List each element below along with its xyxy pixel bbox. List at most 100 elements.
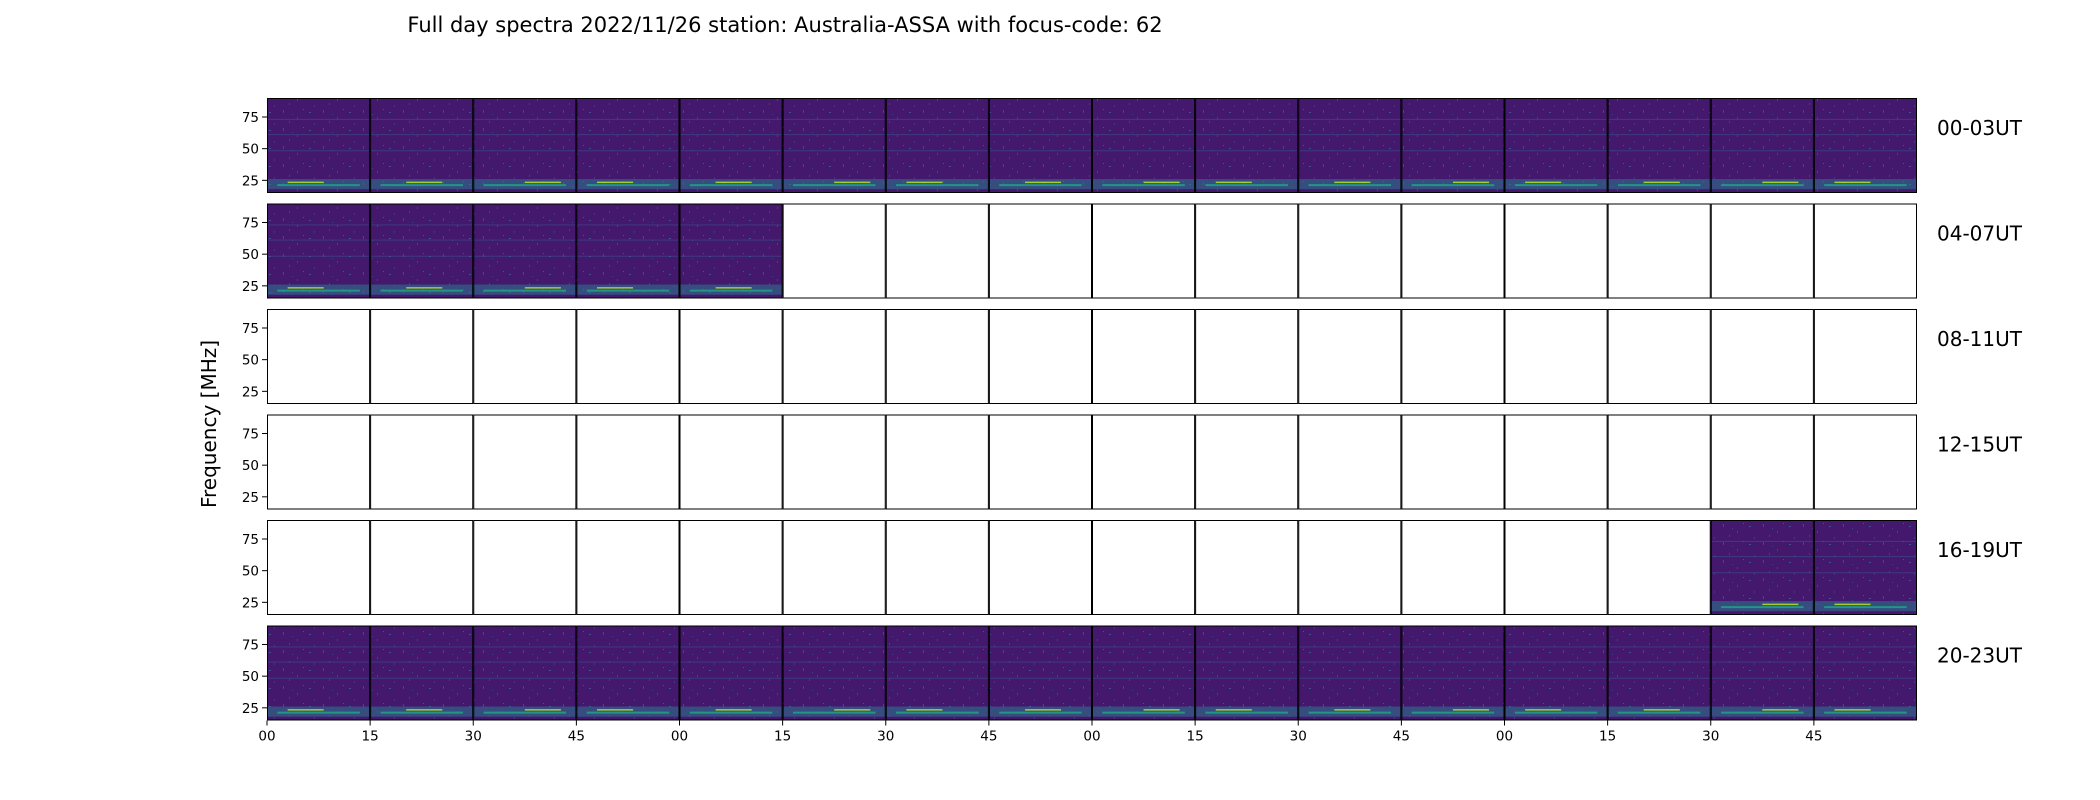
panel-frame [1298,625,1402,721]
spectrogram-burst [906,181,943,184]
panel-r1-c11 [1401,203,1505,299]
spectrogram-line [988,661,1092,663]
panel-frame [782,414,886,510]
row-label-0: 00-03UT [1937,116,2023,140]
spectrogram-lowband [679,706,783,717]
spectrogram-rfi-line [689,184,773,187]
spectrogram-burst [715,181,752,184]
spectrogram-burst [1334,709,1371,711]
panel-r5-c7 [988,625,1092,721]
panel-r5-c5 [782,625,886,721]
spectrogram-rfi-line [1308,711,1392,714]
spectrogram-rfi-line [1411,184,1495,187]
spectrogram-line [1298,134,1402,136]
x-tick-label: 00 [258,729,275,745]
spectrogram-line [1092,646,1196,648]
spectrogram-noise [267,98,371,193]
spectrogram-noise [1813,625,1917,721]
spectrogram-line [885,646,989,648]
panel-r3-c1 [370,414,474,510]
spectrogram-line [1710,556,1814,558]
panel-r2-c8 [1092,309,1196,404]
panel-r0-c10 [1298,98,1402,193]
spectrogram-line [370,150,474,152]
spectrogram-line [267,255,371,257]
panel-frame [1813,98,1917,193]
panel-r1-c14 [1710,203,1814,299]
panel-frame [370,98,474,193]
spectrogram-line [1607,661,1711,663]
spectrogram-noise [1710,625,1814,721]
spectrogram-line [1092,134,1196,136]
panel-frame [1607,98,1711,193]
spectrogram-line [1092,150,1196,152]
panel-r1-c12 [1504,203,1608,299]
panel-r0-c14 [1710,98,1814,193]
panel-r4-c13 [1607,520,1711,615]
panel-r5-c10 [1298,625,1402,721]
spectrogram-rfi-line [689,711,773,714]
spectrogram-line [988,646,1092,648]
spectrogram-line [1195,677,1299,679]
panel-r2-c11 [1401,309,1505,404]
panel-r1-c6 [885,203,989,299]
spectrogram-line [1504,661,1608,663]
panel-frame [267,309,371,404]
spectrogram-line [1813,572,1917,574]
x-tick-label: 15 [1599,729,1616,745]
panel-frame [885,520,989,615]
spectrogram-line [1710,118,1814,120]
spectrogram-noise [679,203,783,299]
spectrogram-line [1813,540,1917,542]
row-labels: 00-03UT 04-07UT 08-11UT 12-15UT 16-19UT 20-23… [1937,116,2023,668]
spectrogram-line [885,150,989,152]
panel-frame [1813,414,1917,510]
y-tick-label: 75 [242,638,259,654]
x-tick-label: 15 [362,729,379,745]
panel-frame [1504,309,1608,404]
spectrogram-lowband [1401,706,1505,717]
x-tick-label: 15 [774,729,791,745]
panel-r2-c2 [473,309,577,404]
spectrogram-burst [287,181,324,184]
panel-r1-c4 [679,203,783,299]
panel-frame [1195,414,1299,510]
spectrogram-line [370,255,474,257]
spectrogram-lowband [1092,706,1196,717]
panel-frame [576,309,680,404]
x-tick-label: 45 [1393,729,1410,745]
spectrogram-line [1813,556,1917,558]
spectrogram-burst [524,709,561,711]
panel-r0-c3 [576,98,680,193]
panel-r3-c3 [576,414,680,510]
spectrogram-line [576,118,680,120]
panel-frame [1504,203,1608,299]
spectrogram-line [782,134,886,136]
panel-frame [473,203,577,299]
spectrogram-line [576,646,680,648]
panel-r2-c7 [988,309,1092,404]
panel-r1-c15 [1813,203,1917,299]
panel-r2-c9 [1195,309,1299,404]
spectrogram-lowband [267,706,371,717]
spectrogram-line [1195,134,1299,136]
panel-frame [1092,414,1196,510]
spectrogram-line [576,150,680,152]
panel-frame [267,414,371,510]
spectrogram-lowband [370,706,474,717]
spectrogram-line [1195,646,1299,648]
panel-frame [885,98,989,193]
panel-frame [370,203,474,299]
spectrogram-burst [834,181,871,184]
spectrogram-burst [1452,181,1490,184]
panel-r1-c3 [576,203,680,299]
spectrogram-noise [1092,98,1196,193]
spectrogram-rfi-line [277,711,360,714]
spectrogram-burst [1643,181,1680,184]
spectrogram-line [1092,677,1196,679]
panel-frame [988,203,1092,299]
spectrogram-burst [524,181,561,184]
panel-frame [473,309,577,404]
spectrogram-line [267,118,371,120]
